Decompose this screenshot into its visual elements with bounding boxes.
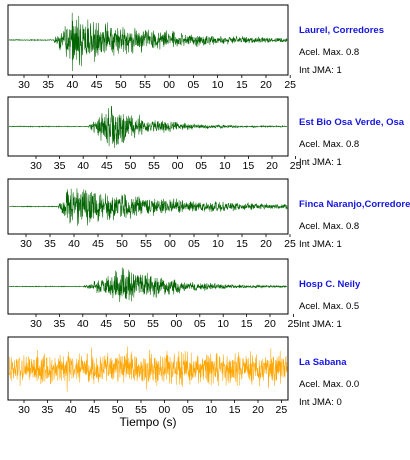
x-tick-label: 05 xyxy=(188,79,200,91)
x-tick-label: 20 xyxy=(264,318,276,330)
x-tick-label: 15 xyxy=(241,318,253,330)
x-tick-label: 00 xyxy=(172,160,184,172)
max-acceleration-label: Acel. Max. 0.0 xyxy=(299,379,359,390)
max-acceleration-label: Acel. Max. 0.5 xyxy=(299,301,359,312)
x-tick-label: 10 xyxy=(212,238,224,250)
panel-frame xyxy=(7,4,289,76)
jma-intensity-label: Int JMA: 1 xyxy=(299,239,342,250)
x-tick-label: 30 xyxy=(30,160,42,172)
x-tick-label: 45 xyxy=(88,404,100,416)
x-tick-label: 35 xyxy=(42,404,54,416)
station-name: Est Bio Osa Verde, Osa xyxy=(299,117,405,128)
x-tick-label: 55 xyxy=(140,238,152,250)
x-tick-label: 40 xyxy=(65,404,77,416)
x-tick-label: 45 xyxy=(92,238,104,250)
x-tick-label: 25 xyxy=(276,404,288,416)
panel-frame xyxy=(7,336,289,401)
x-tick-label: 40 xyxy=(77,318,89,330)
max-acceleration-label: Acel. Max. 0.8 xyxy=(299,221,359,232)
jma-intensity-label: Int JMA: 0 xyxy=(299,397,342,408)
x-tick-label: 35 xyxy=(44,238,56,250)
x-tick-label: 55 xyxy=(135,404,147,416)
x-tick-label: 40 xyxy=(68,238,80,250)
x-tick-label: 15 xyxy=(243,160,255,172)
x-tick-label: 20 xyxy=(260,238,272,250)
station-name: Finca Naranjo,Corredores xyxy=(299,199,410,210)
waveform-panel: 30 35 40 45 50 55 00 05 10 15 20 25 La Sabana Acel. M… xyxy=(7,336,359,416)
max-acceleration-label: Acel. Max. 0.8 xyxy=(299,139,359,150)
x-tick-label: 55 xyxy=(139,79,151,91)
x-tick-label: 20 xyxy=(252,404,264,416)
x-tick-label: 45 xyxy=(91,79,103,91)
x-tick-label: 15 xyxy=(229,404,241,416)
waveform-trace xyxy=(8,105,288,148)
x-tick-label: 30 xyxy=(30,318,42,330)
x-tick-label: 55 xyxy=(147,318,159,330)
waveform-trace xyxy=(8,12,288,72)
x-tick-label: 50 xyxy=(116,238,128,250)
x-tick-label: 35 xyxy=(42,79,54,91)
waveform-trace xyxy=(8,188,288,226)
waveform-panel: 30 35 40 45 50 55 00 05 10 15 20 25 Finca Naranjo,Co… xyxy=(7,178,410,250)
x-tick-label: 00 xyxy=(164,238,176,250)
x-tick-label: 00 xyxy=(159,404,171,416)
x-tick-label: 20 xyxy=(260,79,272,91)
x-tick-label: 25 xyxy=(284,238,296,250)
x-tick-label: 00 xyxy=(171,318,183,330)
x-tick-label: 50 xyxy=(112,404,124,416)
x-tick-label: 30 xyxy=(18,404,30,416)
x-tick-label: 50 xyxy=(115,79,127,91)
panel-frame xyxy=(7,178,289,235)
x-tick-label: 25 xyxy=(288,318,300,330)
x-tick-label: 25 xyxy=(284,79,296,91)
station-name: La Sabana xyxy=(299,357,347,368)
x-tick-label: 45 xyxy=(101,160,113,172)
x-tick-label: 40 xyxy=(77,160,89,172)
max-acceleration-label: Acel. Max. 0.8 xyxy=(299,47,359,58)
x-tick-label: 05 xyxy=(194,318,206,330)
x-tick-label: 05 xyxy=(188,238,200,250)
x-tick-label: 15 xyxy=(236,79,248,91)
station-name: Laurel, Corredores xyxy=(299,25,384,36)
jma-intensity-label: Int JMA: 1 xyxy=(299,319,342,330)
x-tick-label: 00 xyxy=(163,79,175,91)
jma-intensity-label: Int JMA: 1 xyxy=(299,65,342,76)
x-tick-label: 30 xyxy=(20,238,32,250)
x-tick-label: 30 xyxy=(18,79,30,91)
x-tick-label: 50 xyxy=(124,318,136,330)
x-tick-label: 35 xyxy=(54,160,66,172)
x-tick-label: 10 xyxy=(212,79,224,91)
x-tick-label: 10 xyxy=(219,160,231,172)
x-tick-label: 20 xyxy=(266,160,278,172)
x-tick-label: 35 xyxy=(54,318,66,330)
x-tick-label: 55 xyxy=(148,160,160,172)
waveform-trace xyxy=(8,346,288,392)
panel-frame xyxy=(7,258,289,315)
x-tick-label: 25 xyxy=(290,160,302,172)
x-tick-label: 15 xyxy=(236,238,248,250)
x-tick-label: 40 xyxy=(67,79,79,91)
waveform-trace xyxy=(8,267,288,302)
x-tick-label: 05 xyxy=(195,160,207,172)
panel-frame xyxy=(7,96,289,157)
x-tick-label: 10 xyxy=(217,318,229,330)
waveform-panel: 30 35 40 45 50 55 00 05 10 15 20 25 Hosp C. Neily Ace… xyxy=(7,258,361,330)
x-tick-label: 05 xyxy=(182,404,194,416)
station-name: Hosp C. Neily xyxy=(299,279,361,290)
x-tick-label: 50 xyxy=(125,160,137,172)
waveform-panel: 30 35 40 45 50 55 00 05 10 15 20 25 Laurel, Corredor… xyxy=(7,4,384,91)
jma-intensity-label: Int JMA: 1 xyxy=(299,157,342,168)
x-axis-label: Tiempo (s) xyxy=(120,415,177,429)
x-tick-label: 45 xyxy=(100,318,112,330)
x-tick-label: 10 xyxy=(205,404,217,416)
waveform-panel: 30 35 40 45 50 55 00 05 10 15 20 25 Est Bio Osa Verd… xyxy=(7,96,405,172)
